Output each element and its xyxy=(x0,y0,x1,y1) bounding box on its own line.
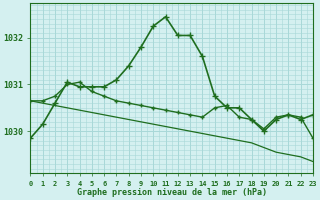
X-axis label: Graphe pression niveau de la mer (hPa): Graphe pression niveau de la mer (hPa) xyxy=(77,188,267,197)
